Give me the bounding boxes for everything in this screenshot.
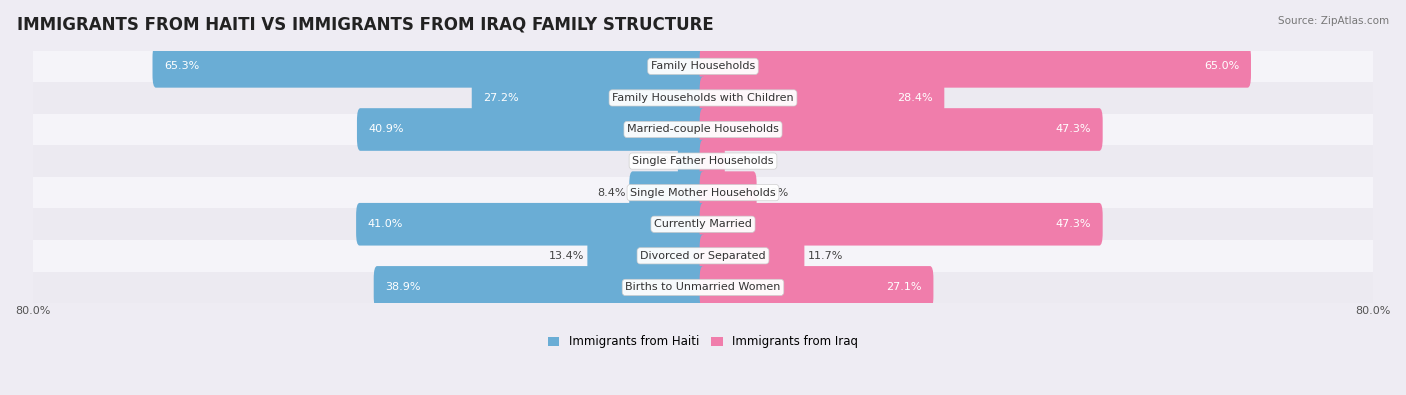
Text: Currently Married: Currently Married bbox=[654, 219, 752, 229]
Text: 6.0%: 6.0% bbox=[761, 188, 789, 198]
FancyBboxPatch shape bbox=[588, 235, 706, 277]
FancyBboxPatch shape bbox=[152, 45, 706, 88]
FancyBboxPatch shape bbox=[356, 203, 706, 246]
FancyBboxPatch shape bbox=[700, 108, 1102, 151]
Text: 2.6%: 2.6% bbox=[647, 156, 675, 166]
FancyBboxPatch shape bbox=[472, 77, 706, 119]
Text: 28.4%: 28.4% bbox=[897, 93, 932, 103]
FancyBboxPatch shape bbox=[700, 140, 724, 182]
FancyBboxPatch shape bbox=[678, 140, 706, 182]
Text: 65.3%: 65.3% bbox=[165, 61, 200, 71]
Text: 40.9%: 40.9% bbox=[368, 124, 404, 135]
Text: IMMIGRANTS FROM HAITI VS IMMIGRANTS FROM IRAQ FAMILY STRUCTURE: IMMIGRANTS FROM HAITI VS IMMIGRANTS FROM… bbox=[17, 16, 714, 34]
FancyBboxPatch shape bbox=[374, 266, 706, 309]
Bar bbox=[32, 240, 1374, 272]
Bar bbox=[32, 272, 1374, 303]
Text: 13.4%: 13.4% bbox=[548, 251, 583, 261]
Text: Divorced or Separated: Divorced or Separated bbox=[640, 251, 766, 261]
Text: Source: ZipAtlas.com: Source: ZipAtlas.com bbox=[1278, 16, 1389, 26]
Text: 8.4%: 8.4% bbox=[598, 188, 626, 198]
Text: 47.3%: 47.3% bbox=[1056, 124, 1091, 135]
Text: 47.3%: 47.3% bbox=[1056, 219, 1091, 229]
Text: 41.0%: 41.0% bbox=[368, 219, 404, 229]
Bar bbox=[32, 177, 1374, 209]
Bar bbox=[32, 145, 1374, 177]
Text: 65.0%: 65.0% bbox=[1204, 61, 1239, 71]
Bar bbox=[32, 51, 1374, 82]
Bar bbox=[32, 114, 1374, 145]
Text: 27.2%: 27.2% bbox=[484, 93, 519, 103]
FancyBboxPatch shape bbox=[357, 108, 706, 151]
FancyBboxPatch shape bbox=[700, 203, 1102, 246]
FancyBboxPatch shape bbox=[700, 235, 804, 277]
Bar bbox=[32, 209, 1374, 240]
FancyBboxPatch shape bbox=[700, 45, 1251, 88]
Text: Births to Unmarried Women: Births to Unmarried Women bbox=[626, 282, 780, 292]
FancyBboxPatch shape bbox=[630, 171, 706, 214]
FancyBboxPatch shape bbox=[700, 266, 934, 309]
Text: 2.2%: 2.2% bbox=[728, 156, 756, 166]
Text: 38.9%: 38.9% bbox=[385, 282, 420, 292]
Text: 27.1%: 27.1% bbox=[886, 282, 922, 292]
Legend: Immigrants from Haiti, Immigrants from Iraq: Immigrants from Haiti, Immigrants from I… bbox=[543, 331, 863, 353]
Text: Married-couple Households: Married-couple Households bbox=[627, 124, 779, 135]
Bar bbox=[32, 82, 1374, 114]
FancyBboxPatch shape bbox=[700, 77, 945, 119]
Text: Family Households: Family Households bbox=[651, 61, 755, 71]
Text: Single Mother Households: Single Mother Households bbox=[630, 188, 776, 198]
Text: Single Father Households: Single Father Households bbox=[633, 156, 773, 166]
FancyBboxPatch shape bbox=[700, 171, 756, 214]
Text: 11.7%: 11.7% bbox=[807, 251, 844, 261]
Text: Family Households with Children: Family Households with Children bbox=[612, 93, 794, 103]
